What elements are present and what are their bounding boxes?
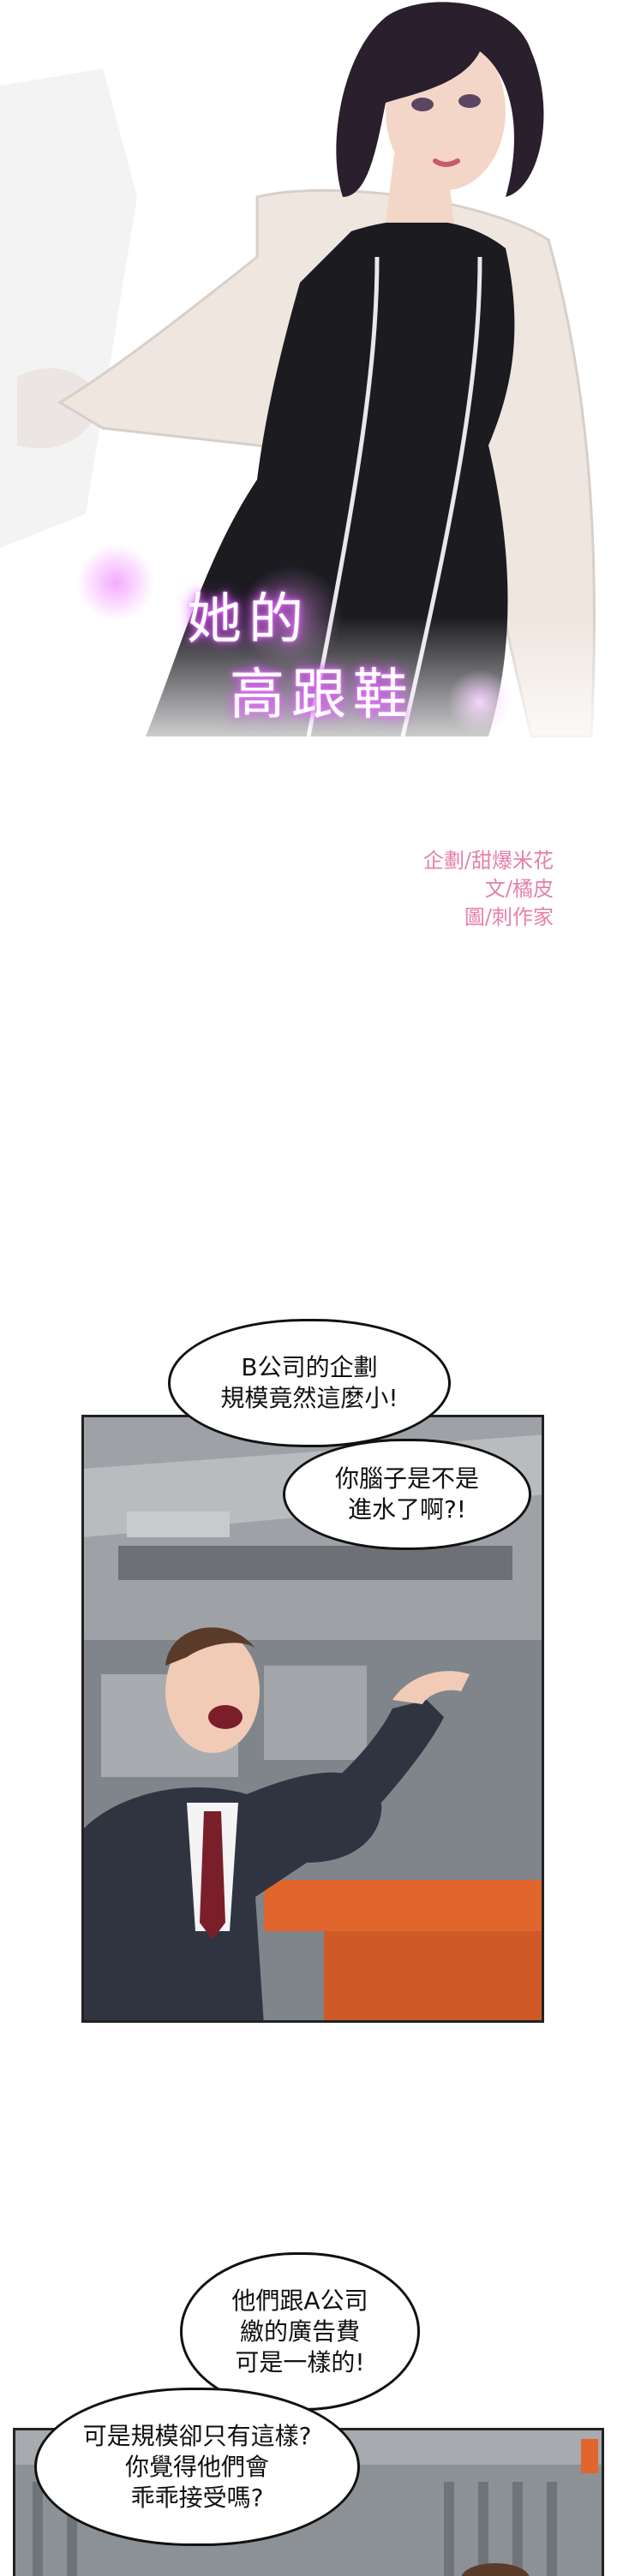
credits-line3: 圖/刺作家 <box>464 905 554 929</box>
speech-bubble-4: 可是規模卻只有這樣? 你覺得他們會 乖乖接受嗎? <box>34 2388 360 2546</box>
credits-line2: 文/橘皮 <box>484 877 554 901</box>
dress <box>146 219 515 736</box>
speech-bubble-3: 他們跟A公司 繳的廣告費 可是一樣的! <box>180 2252 420 2411</box>
speech-bubble-2: 你腦子是不是 進水了啊?! <box>283 1439 531 1550</box>
man-suit <box>84 1772 382 2020</box>
credits-line1: 企劃/甜爆米花 <box>422 849 554 873</box>
tie <box>200 1811 225 1940</box>
hair <box>336 2 544 198</box>
comic-title-line2: 高跟鞋 <box>230 664 415 727</box>
man-arm <box>0 69 137 548</box>
comic-title-line1: 她的 <box>187 588 310 652</box>
cover-illustration <box>0 0 617 771</box>
cover-art <box>0 2 617 771</box>
speech-bubble-1: B公司的企劃 規模竟然這麼小! <box>168 1319 451 1447</box>
